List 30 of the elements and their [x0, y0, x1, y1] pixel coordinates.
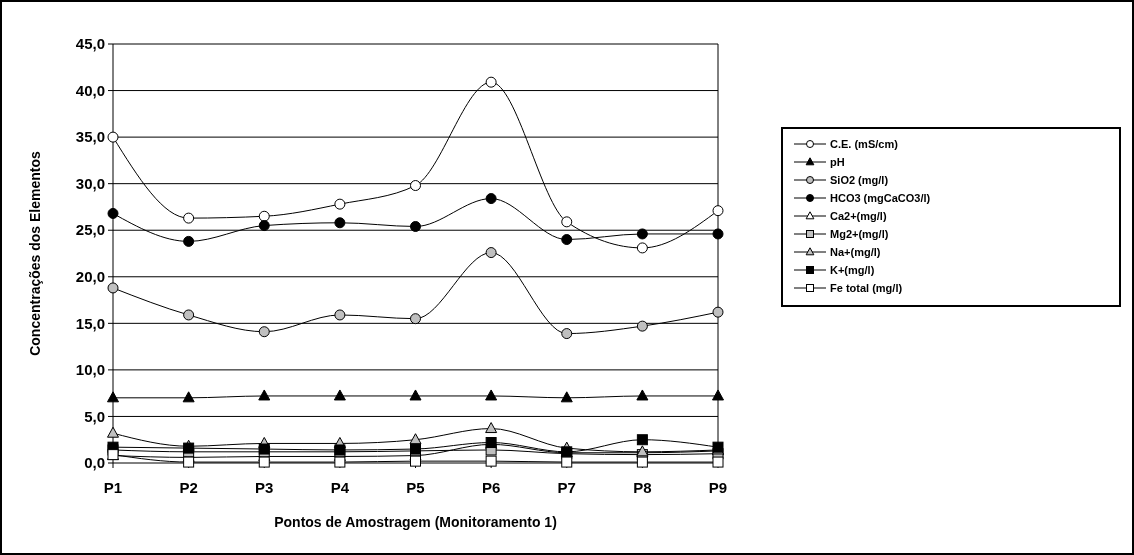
legend-label: Mg2+(mg/l)	[830, 227, 889, 240]
y-tick-label: 45,0	[75, 35, 105, 53]
x-tick-label: P6	[481, 479, 501, 496]
legend-label: Ca2+(mg/l)	[830, 209, 887, 222]
x-tick-label: P7	[557, 479, 576, 496]
x-tick-label: P4	[330, 479, 350, 496]
y-tick-label: 15,0	[75, 314, 105, 332]
x-tick-label: P8	[633, 479, 652, 496]
legend-label: pH	[830, 155, 845, 168]
y-tick-label: 25,0	[75, 221, 105, 239]
y-tick-label: 20,0	[75, 268, 105, 286]
legend-label: Fe total (mg/l)	[830, 281, 903, 294]
y-tick-label: 5,0	[84, 407, 105, 425]
x-tick-label: P1	[103, 479, 123, 496]
y-tick-label: 40,0	[75, 81, 105, 99]
x-axis-title: Pontos de Amostragem (Monitoramento 1)	[274, 514, 557, 530]
x-tick-label: P3	[255, 479, 274, 496]
legend-label: Na+(mg/l)	[830, 245, 881, 258]
x-tick-label: P9	[708, 479, 728, 496]
y-tick-label: 30,0	[75, 174, 105, 192]
y-tick-label: 10,0	[75, 361, 105, 379]
x-tick-label: P5	[406, 479, 425, 496]
legend-label: K+(mg/l)	[830, 263, 875, 276]
legend-label: SiO2 (mg/l)	[830, 173, 889, 186]
x-tick-label: P2	[179, 479, 198, 496]
y-axis-title: Concentrações dos Elementos	[27, 150, 43, 356]
legend-label: HCO3 (mgCaCO3/l)	[830, 191, 931, 204]
y-tick-label: 0,0	[84, 454, 105, 472]
legend-label: C.E. (mS/cm)	[830, 137, 899, 150]
y-tick-label: 35,0	[75, 128, 105, 146]
